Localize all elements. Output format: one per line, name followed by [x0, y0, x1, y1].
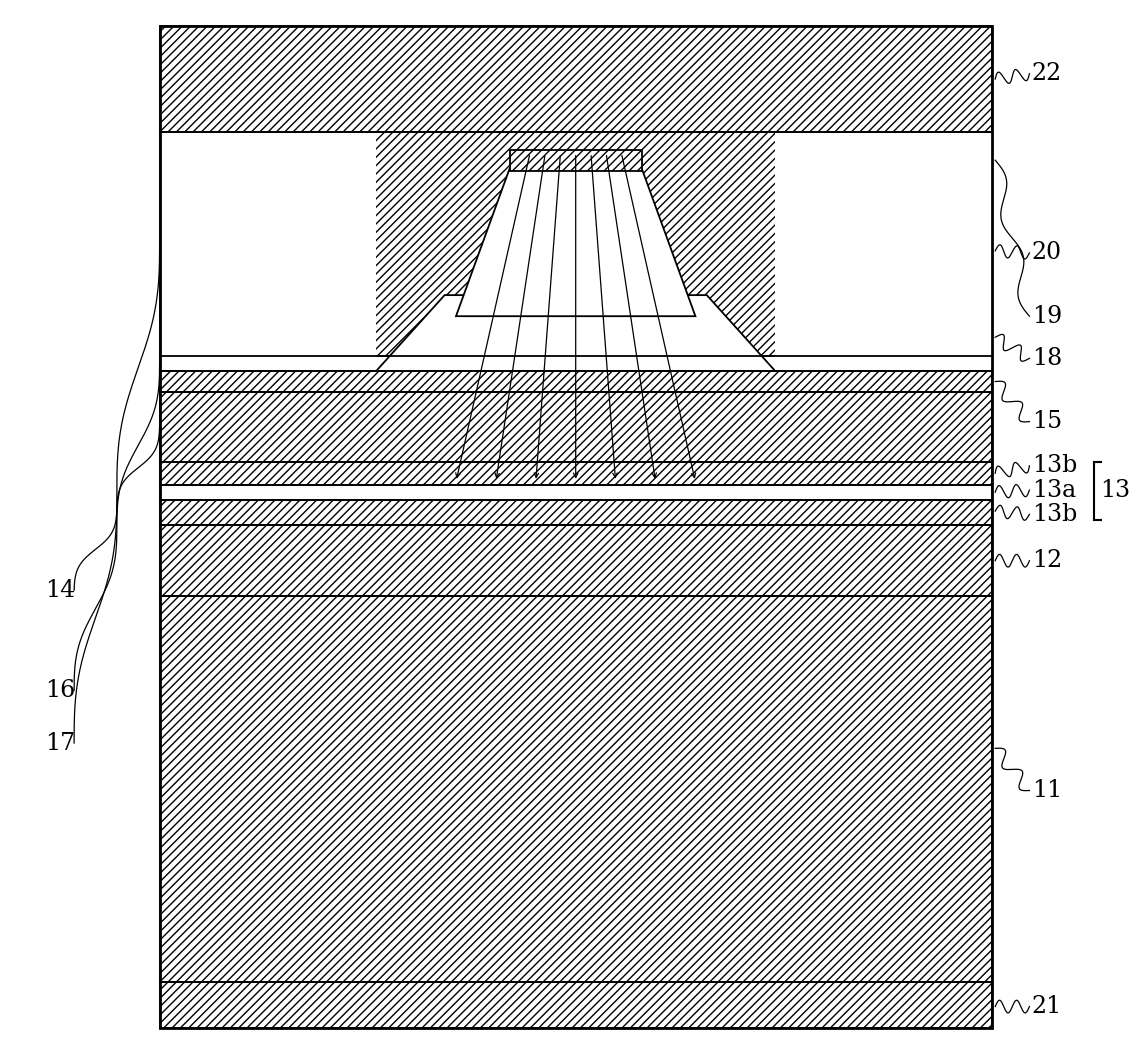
Text: 21: 21: [1032, 995, 1062, 1018]
Bar: [160, 371, 992, 392]
Bar: [160, 500, 992, 525]
Bar: [160, 392, 992, 462]
Text: 13b: 13b: [1032, 454, 1077, 477]
Text: 16: 16: [46, 679, 76, 702]
Text: 13: 13: [1100, 479, 1130, 502]
Bar: [510, 150, 642, 171]
Bar: [160, 596, 992, 982]
Text: 19: 19: [1032, 305, 1062, 328]
Text: 12: 12: [1032, 549, 1062, 572]
Text: 13a: 13a: [1032, 479, 1076, 502]
Polygon shape: [376, 295, 775, 371]
Text: 14: 14: [46, 579, 76, 602]
Polygon shape: [456, 169, 695, 316]
Bar: [775, 132, 992, 371]
Text: 17: 17: [46, 731, 75, 755]
Bar: [160, 356, 992, 371]
Text: 22: 22: [1032, 62, 1062, 85]
Bar: [160, 26, 992, 132]
Text: 20: 20: [1032, 241, 1061, 265]
Text: 13b: 13b: [1032, 503, 1077, 526]
Bar: [160, 525, 992, 596]
Bar: [160, 485, 992, 500]
Bar: [160, 982, 992, 1028]
Bar: [160, 132, 992, 371]
Bar: [160, 26, 992, 1028]
Bar: [160, 132, 376, 371]
Text: 18: 18: [1032, 347, 1062, 370]
Bar: [160, 462, 992, 485]
Text: 15: 15: [1032, 410, 1061, 433]
Text: 11: 11: [1032, 779, 1062, 802]
